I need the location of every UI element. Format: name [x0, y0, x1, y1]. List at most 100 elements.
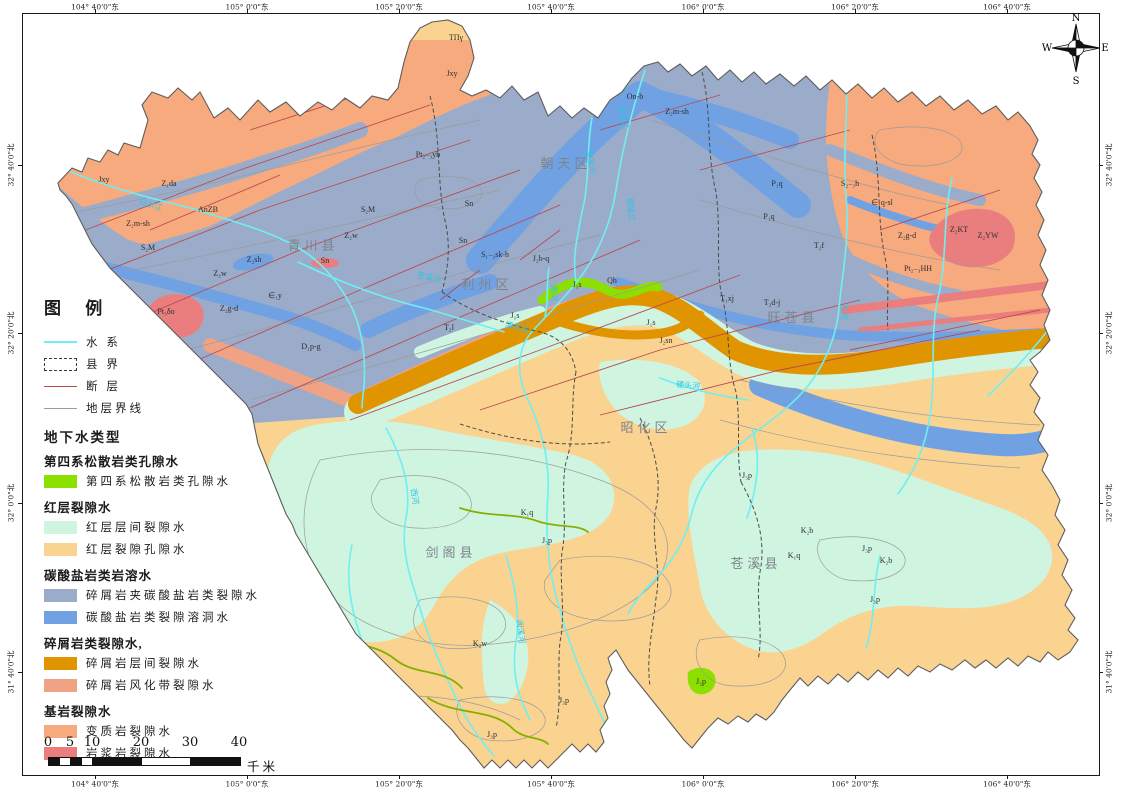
geologic-unit-label: J₃p — [742, 471, 752, 480]
latitude-label-right: 31° 40'0"北 — [1104, 650, 1114, 694]
geologic-unit-label: S₂M — [141, 243, 155, 252]
legend-swatch-item: 第四系松散岩类孔隙水 — [44, 470, 314, 492]
county-name-label: 利州区 — [461, 278, 512, 293]
geologic-unit-label: K₁q — [788, 551, 801, 560]
legend-item-label: 碎屑岩夹碳酸盐岩类裂隙水 — [86, 590, 260, 602]
legend-line-swatch — [44, 407, 77, 409]
geologic-unit-label: Z₂YW — [977, 231, 998, 240]
river-name-label: 西河 — [409, 488, 422, 505]
geologic-unit-label: ∈₁y — [268, 291, 282, 300]
compass-e: E — [1101, 43, 1108, 54]
geologic-unit-label: Qh — [607, 276, 617, 285]
geologic-unit-label: K₂b — [801, 526, 814, 535]
geologic-unit-label: J₃p — [542, 536, 552, 545]
legend-item-label: 断 层 — [86, 381, 121, 393]
longitude-label-top: 105° 40'0"东 — [527, 2, 575, 12]
faults — [59, 84, 1041, 421]
geologic-unit-label: Z₁da — [161, 179, 177, 188]
geologic-unit-label: J₃p — [696, 677, 706, 686]
legend-color-swatch — [44, 746, 77, 760]
geologic-unit-label: J₃p — [402, 693, 412, 702]
geologic-unit-label: Z₂w — [344, 231, 358, 240]
legend-item-label: 碎屑岩层间裂隙水 — [86, 658, 202, 670]
scalebar-segment — [190, 757, 241, 766]
tick-bottom — [702, 775, 704, 779]
latitude-label-left: 31° 40'0"北 — [6, 650, 16, 694]
scalebar-number: 30 — [181, 735, 199, 750]
geologic-unit-label: Jxy — [98, 175, 109, 184]
tick-bottom — [550, 775, 552, 779]
mint-west-blob — [267, 420, 615, 643]
scalebar-number: 0 — [43, 735, 53, 750]
quaternary-band — [537, 277, 663, 305]
tick-top — [550, 9, 552, 13]
legend-item-label: 碎屑岩风化带裂隙水 — [86, 680, 217, 692]
latitude-label-left: 32° 20'0"北 — [6, 311, 16, 355]
tick-left — [18, 502, 22, 504]
legend-group-header: 碳酸盐岩类岩溶水 — [44, 569, 153, 583]
tick-bottom — [246, 775, 248, 779]
legend-groups: 第四系松散岩类孔隙水 第四系松散岩类孔隙水 红层裂隙水 红层层间裂隙水 红层裂隙孔隙水碳… — [44, 451, 314, 764]
legend-swatch-item: 碎屑岩夹碳酸盐岩类裂隙水 — [44, 584, 314, 606]
geologic-unit-label: J₃p — [870, 595, 880, 604]
scalebar-segment — [92, 757, 143, 766]
longitude-label-top: 105° 0'0"东 — [225, 2, 269, 12]
legend-swatch-item: 碳酸盐岩类裂隙溶洞水 — [44, 606, 314, 628]
geologic-unit-label: T₂l — [444, 323, 455, 332]
longitude-label-bottom: 106° 40'0"东 — [983, 779, 1031, 789]
mint-east-blob — [688, 449, 1053, 653]
geologic-unit-label: J₃p — [862, 544, 872, 553]
geologic-unit-label: J₁s — [572, 280, 581, 289]
legend-color-swatch — [44, 588, 77, 602]
county-name-label: 苍溪县 — [730, 557, 781, 572]
geologic-unit-label: Jxy — [446, 69, 457, 78]
latitude-label-right: 32° 0'0"北 — [1104, 483, 1114, 523]
legend-color-swatch — [44, 542, 77, 556]
tick-bottom — [854, 775, 856, 779]
geologic-unit-label: Sn — [459, 236, 467, 245]
legend-color-swatch — [44, 724, 77, 738]
tick-left — [18, 671, 22, 673]
legend: 图 例 水 系县 界断 层地层界线 地下水类型 第四系松散岩类孔隙水 第四系松散岩… — [44, 294, 314, 764]
geologic-unit-label: S₂M — [361, 205, 375, 214]
legend-item-fault: 断 层 — [44, 375, 314, 397]
legend-item-label: 红层裂隙孔隙水 — [86, 544, 188, 556]
geologic-unit-label: J₂sn — [659, 336, 672, 345]
longitude-label-top: 106° 40'0"东 — [983, 2, 1031, 12]
legend-color-swatch — [44, 474, 77, 488]
region-outline — [57, 19, 1079, 769]
legend-line-swatch — [44, 385, 77, 387]
geologic-unit-label: T₁xj — [720, 294, 734, 303]
tick-top — [1006, 9, 1008, 13]
geologic-unit-label: J₃p — [559, 696, 569, 705]
legend-color-swatch — [44, 678, 77, 692]
scalebar-number: 20 — [132, 735, 150, 750]
legend-group-header: 红层裂隙水 — [44, 501, 112, 515]
tick-right — [1099, 502, 1103, 504]
compass-s: S — [1073, 76, 1080, 87]
tick-left — [18, 164, 22, 166]
longitude-label-bottom: 104° 40'0"东 — [71, 779, 119, 789]
longitude-label-bottom: 105° 40'0"东 — [527, 779, 575, 789]
legend-item-label: 变质岩裂隙水 — [86, 726, 173, 738]
latitude-label-right: 32° 40'0"北 — [1104, 143, 1114, 187]
county-name-label: 旺苍县 — [767, 311, 818, 326]
river-name-label: 闻溪河 — [514, 619, 527, 644]
geologic-unit-label: ∈₁q-sl — [871, 198, 894, 207]
longitude-label-top: 106° 20'0"东 — [831, 2, 879, 12]
tick-top — [246, 9, 248, 13]
legend-group-header: 第四系松散岩类孔隙水 — [44, 455, 180, 469]
rivers — [59, 61, 1049, 757]
latitude-label-right: 32° 20'0"北 — [1104, 311, 1114, 355]
legend-swatch-item: 变质岩裂隙水 — [44, 720, 314, 742]
longitude-label-top: 105° 20'0"东 — [375, 2, 423, 12]
tick-right — [1099, 671, 1103, 673]
river-name-label: 嘉陵江 — [617, 105, 632, 131]
scalebar-number: 10 — [83, 735, 101, 750]
legend-title: 图 例 — [44, 299, 113, 318]
geologic-unit-label: K₁q — [521, 508, 534, 517]
tick-top — [854, 9, 856, 13]
legend-color-swatch — [44, 520, 77, 534]
county-name-label: 剑阁县 — [425, 545, 476, 561]
